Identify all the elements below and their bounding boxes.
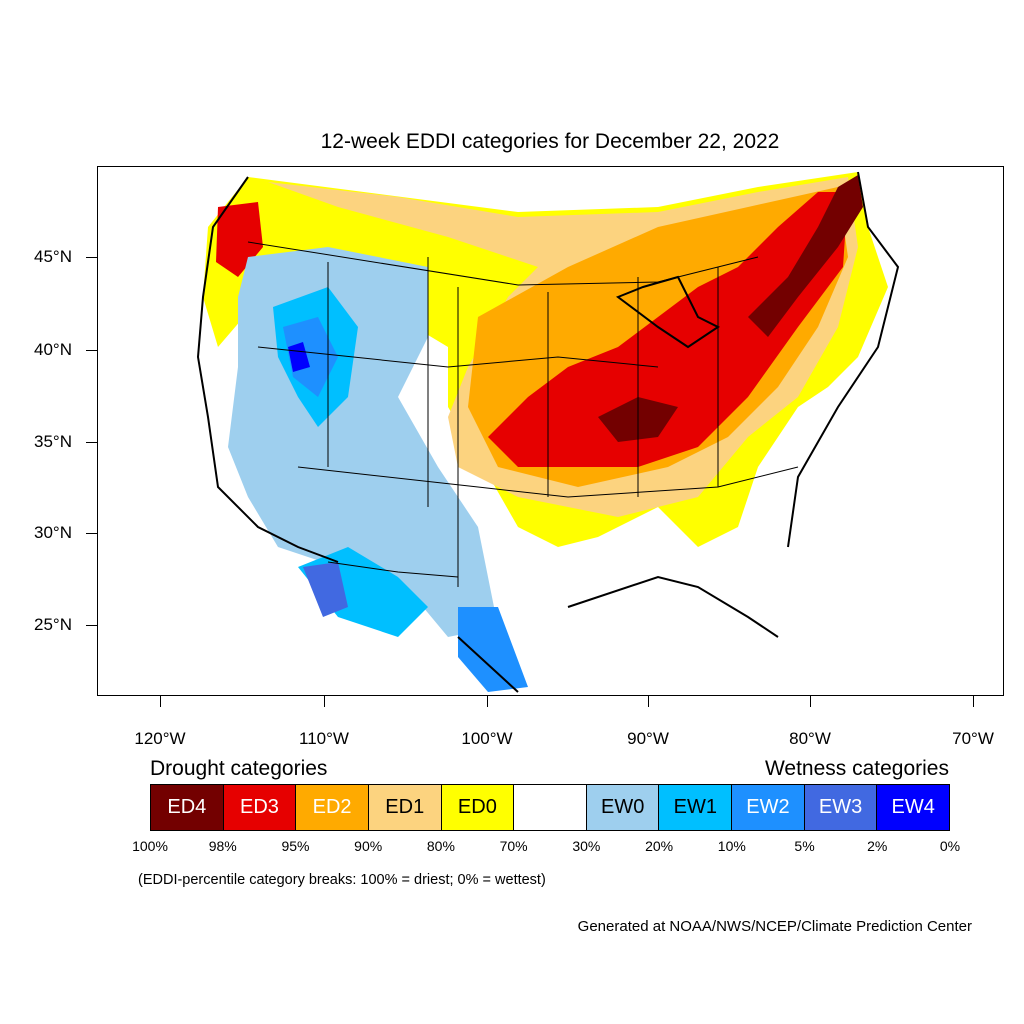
legend-category-ed3: ED3 — [223, 785, 297, 830]
region-ew4 — [288, 342, 310, 372]
lon-tick — [160, 696, 161, 707]
legend-break-label: 2% — [867, 838, 888, 854]
lon-label-100: 100°W — [461, 729, 513, 748]
legend-break-label: 100% — [132, 838, 168, 854]
legend-break-label: 80% — [426, 838, 455, 854]
legend-category-ew0: EW0 — [586, 785, 660, 830]
credit-text: Generated at NOAA/NWS/NCEP/Climate Predi… — [577, 918, 972, 935]
legend-break-label: 0% — [939, 838, 961, 854]
coastline — [196, 171, 900, 693]
legend-category-ed4: ED4 — [151, 785, 224, 830]
lat-label-25: 25°N — [34, 615, 72, 634]
lat-tick — [86, 257, 97, 258]
legend-break-label: 30% — [572, 838, 601, 854]
lon-label-110: 110°W — [299, 729, 349, 748]
drought-categories-title: Drought categories — [150, 757, 328, 780]
map-panel — [97, 166, 1004, 696]
lon-label-90: 90°W — [627, 729, 669, 748]
legend-category-ew2: EW2 — [732, 785, 805, 830]
legend-category-ew1: EW1 — [659, 785, 733, 830]
legend-break-label: 5% — [794, 838, 815, 854]
wetness-categories-title: Wetness categories — [764, 757, 949, 780]
region-ew2 — [283, 317, 338, 397]
eddi-map — [196, 171, 900, 693]
lon-tick — [648, 696, 649, 707]
lat-tick — [86, 533, 97, 534]
lat-label-30: 30°N — [34, 523, 72, 542]
lon-label-120: 120°W — [134, 729, 186, 748]
lat-label-35: 35°N — [34, 432, 72, 451]
lat-tick — [86, 442, 97, 443]
lon-tick — [973, 696, 974, 707]
legend-category-ed2: ED2 — [296, 785, 369, 830]
lat-label-45: 45°N — [34, 247, 72, 266]
lon-tick — [324, 696, 325, 707]
category-legend: ED4 ED3 ED2 ED1 ED0 EW0 EW1 EW2 EW3 EW4 — [150, 784, 950, 831]
legend-break-label: 20% — [645, 838, 674, 854]
lon-tick — [810, 696, 811, 707]
region-ed4 — [748, 175, 863, 337]
lat-label-40: 40°N — [34, 340, 72, 359]
lon-tick — [487, 696, 488, 707]
legend-category-ew4: EW4 — [877, 785, 950, 830]
legend-category-ew3: EW3 — [804, 785, 878, 830]
category-regions — [198, 172, 898, 692]
legend-break-label: 90% — [354, 838, 383, 854]
legend-category-normal — [514, 785, 587, 830]
region-ew2-tx — [458, 607, 528, 692]
legend-break-label: 95% — [281, 838, 310, 854]
legend-category-ed1: ED1 — [368, 785, 442, 830]
legend-category-ed0: ED0 — [441, 785, 515, 830]
region-ed3 — [488, 192, 848, 467]
lon-label-70: 70°W — [952, 729, 994, 748]
lon-label-80: 80°W — [789, 729, 831, 748]
boundaries — [247, 241, 799, 587]
lat-tick — [86, 625, 97, 626]
legend-break-label: 10% — [717, 838, 746, 854]
map-title: 12-week EDDI categories for December 22,… — [320, 130, 780, 153]
legend-break-label: 98% — [208, 838, 237, 854]
region-ew3 — [303, 562, 348, 617]
percentile-note: (EDDI-percentile category breaks: 100% =… — [138, 872, 546, 888]
legend-break-label: 70% — [499, 838, 528, 854]
lat-tick — [86, 350, 97, 351]
